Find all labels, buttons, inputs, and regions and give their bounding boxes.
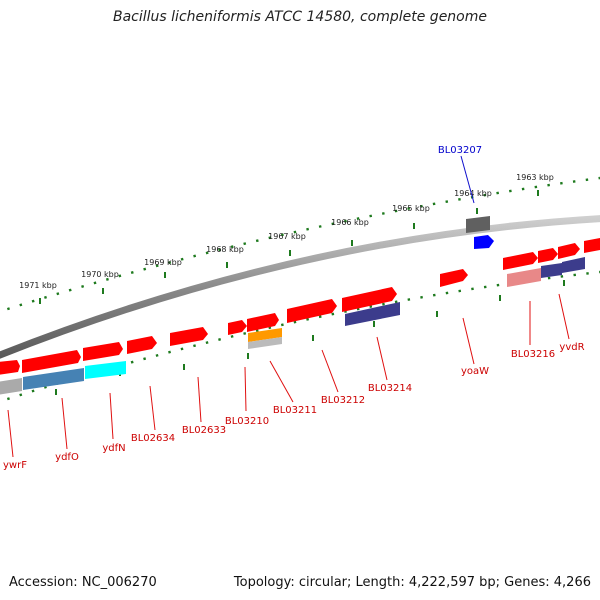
- scale-label: 1971 kbp: [19, 281, 57, 290]
- accession-text: Accession: NC_006270: [9, 575, 157, 590]
- gene-label[interactable]: BL03210: [225, 416, 269, 427]
- gene-arrow[interactable]: [22, 350, 81, 373]
- gene-label[interactable]: BL03211: [273, 405, 317, 416]
- leader-line: [376, 336, 388, 381]
- scale-label: 1967 kbp: [268, 232, 306, 241]
- leader-line: [462, 317, 475, 365]
- reverse-genes: [466, 216, 494, 249]
- genome-info-text: Topology: circular; Length: 4,222,597 bp…: [233, 575, 591, 590]
- scale-label: 1968 kbp: [206, 245, 244, 254]
- inner-scale-major-ticks: [55, 280, 565, 395]
- scale-label: 1970 kbp: [81, 270, 119, 279]
- gene-arrow[interactable]: [584, 238, 600, 253]
- leader-line-BL03207: [460, 155, 475, 204]
- leader-line: [244, 366, 247, 412]
- gene-bar[interactable]: [0, 378, 22, 395]
- outer-scale-major-ticks: [39, 190, 539, 304]
- gene-bar[interactable]: [507, 268, 541, 287]
- gene-bar[interactable]: [248, 328, 282, 342]
- scale-label: 1966 kbp: [331, 218, 369, 227]
- gene-bar[interactable]: [345, 302, 400, 326]
- gene-arrow[interactable]: [228, 320, 247, 335]
- scale-label: 1969 kbp: [144, 258, 182, 267]
- gene-arrow[interactable]: [440, 269, 468, 287]
- leader-line: [197, 376, 202, 423]
- gene-arrow[interactable]: [538, 248, 558, 263]
- gene-arrow[interactable]: [170, 327, 208, 346]
- scale-label: 1963 kbp: [516, 173, 554, 182]
- gene-arrow[interactable]: [558, 243, 580, 259]
- forward-genes-row1: [0, 238, 600, 375]
- gene-arrow[interactable]: [342, 287, 397, 312]
- gene-bar[interactable]: [85, 361, 126, 379]
- gene-bar[interactable]: [23, 368, 84, 390]
- gene-arrow[interactable]: [503, 252, 538, 270]
- gene-label[interactable]: yoaW: [461, 366, 489, 377]
- gene-label[interactable]: ydfN: [102, 443, 125, 454]
- label-leaders: [7, 293, 570, 458]
- leader-line: [109, 392, 114, 440]
- gene-label[interactable]: yvdR: [559, 342, 584, 353]
- scale-label: 1964 kbp: [454, 189, 492, 198]
- leader-line: [321, 349, 339, 393]
- gene-bar[interactable]: [466, 216, 490, 233]
- gene-arrow[interactable]: [247, 313, 279, 332]
- forward-genes-row2: [0, 257, 585, 395]
- leader-line: [7, 409, 14, 458]
- gene-label[interactable]: BL03207: [438, 145, 482, 156]
- leader-line: [558, 293, 570, 340]
- scale-labels: 1963 kbp 1964 kbp 1965 kbp 1966 kbp 1967…: [19, 173, 554, 290]
- gene-label[interactable]: BL03212: [321, 395, 365, 406]
- gene-bar[interactable]: [562, 257, 585, 273]
- gene-arrow[interactable]: [0, 360, 20, 375]
- scale-label: 1965 kbp: [392, 204, 430, 213]
- gene-arrow[interactable]: [474, 235, 494, 249]
- leader-line: [149, 385, 156, 431]
- inner-scale-track: [0, 270, 600, 403]
- gene-label[interactable]: ydfO: [55, 452, 79, 463]
- gene-label[interactable]: BL03214: [368, 383, 412, 394]
- genome-backbone: [0, 215, 600, 359]
- gene-arrow[interactable]: [287, 299, 337, 323]
- gene-arrow[interactable]: [127, 336, 157, 354]
- gene-arrow[interactable]: [83, 342, 123, 361]
- gene-bar[interactable]: [541, 263, 562, 278]
- gene-label[interactable]: BL03216: [511, 349, 555, 360]
- gene-label[interactable]: ywrF: [3, 460, 27, 471]
- outer-scale-track: [0, 176, 600, 313]
- gene-labels: BL03207 BL03216 yvdR yoaW BL03214 BL0321…: [3, 145, 585, 471]
- leader-line: [61, 397, 68, 450]
- genome-title: Bacillus licheniformis ATCC 14580, compl…: [113, 9, 487, 25]
- gene-label[interactable]: BL02633: [182, 425, 226, 436]
- leader-line: [269, 360, 294, 403]
- gene-bar[interactable]: [248, 337, 282, 349]
- gene-label[interactable]: BL02634: [131, 433, 175, 444]
